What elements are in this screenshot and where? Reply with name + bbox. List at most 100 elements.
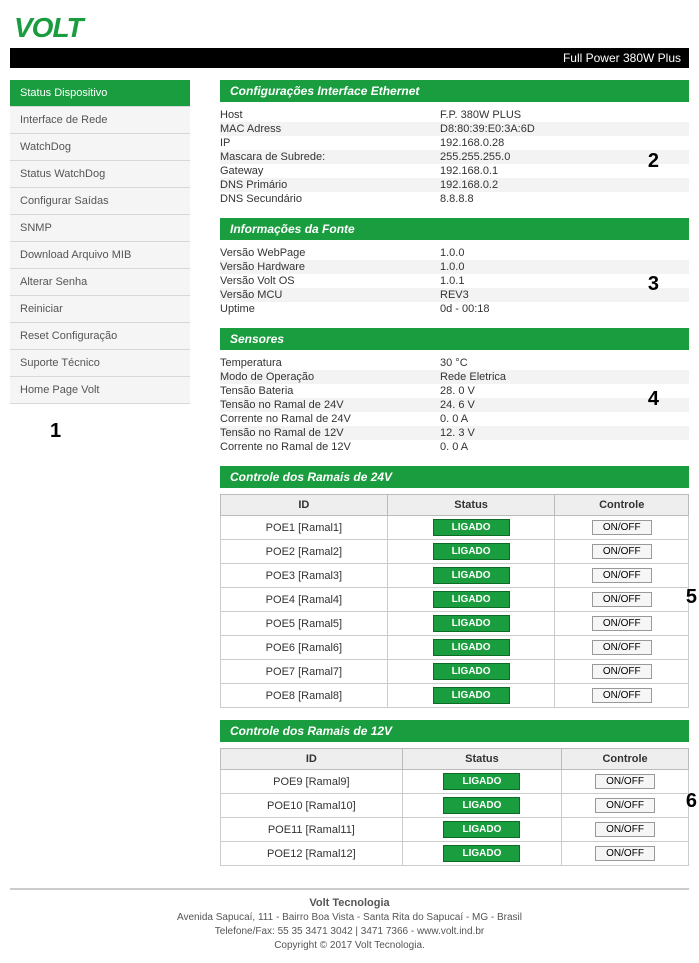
sidebar-item-11[interactable]: Home Page Volt xyxy=(10,377,190,404)
onoff-button[interactable]: ON/OFF xyxy=(592,664,652,679)
table-row: POE6 [Ramal6]LIGADOON/OFF xyxy=(221,636,689,660)
kv-value: Rede Eletrica xyxy=(440,371,689,383)
status-badge: LIGADO xyxy=(443,797,520,814)
status-badge: LIGADO xyxy=(433,663,510,680)
kv-row: MAC AdressD8:80:39:E0:3A:6D xyxy=(220,122,689,136)
sidebar-item-1[interactable]: Interface de Rede xyxy=(10,107,190,134)
col-header: ID xyxy=(221,749,403,770)
status-badge: LIGADO xyxy=(443,821,520,838)
ramal-control-cell: ON/OFF xyxy=(562,818,689,842)
kv-value: 192.168.0.28 xyxy=(440,137,689,149)
sidebar: 1 Status DispositivoInterface de RedeWat… xyxy=(10,80,190,878)
status-badge: LIGADO xyxy=(433,591,510,608)
annotation-4: 4 xyxy=(648,388,659,411)
onoff-button[interactable]: ON/OFF xyxy=(595,822,655,837)
table-row: POE2 [Ramal2]LIGADOON/OFF xyxy=(221,540,689,564)
ramais24-table: IDStatusControlePOE1 [Ramal1]LIGADOON/OF… xyxy=(220,494,689,708)
section-title-sensores: Sensores xyxy=(220,328,689,350)
annotation-2: 2 xyxy=(648,150,659,173)
annotation-1: 1 xyxy=(50,420,61,443)
kv-row: Tensão no Ramal de 12V12. 3 V xyxy=(220,426,689,440)
sidebar-item-7[interactable]: Alterar Senha xyxy=(10,269,190,296)
sidebar-item-4[interactable]: Configurar Saídas xyxy=(10,188,190,215)
kv-row: Corrente no Ramal de 12V0. 0 A xyxy=(220,440,689,454)
onoff-button[interactable]: ON/OFF xyxy=(592,640,652,655)
kv-key: Versão WebPage xyxy=(220,247,440,259)
kv-row: Versão Volt OS1.0.1 xyxy=(220,274,689,288)
sidebar-item-8[interactable]: Reiniciar xyxy=(10,296,190,323)
ramal-control-cell: ON/OFF xyxy=(555,612,689,636)
ramal-status-cell: LIGADO xyxy=(402,794,561,818)
ramal-id: POE7 [Ramal7] xyxy=(221,660,388,684)
ramal-status-cell: LIGADO xyxy=(387,516,555,540)
kv-row: Versão MCUREV3 xyxy=(220,288,689,302)
status-badge: LIGADO xyxy=(433,615,510,632)
table-row: POE5 [Ramal5]LIGADOON/OFF xyxy=(221,612,689,636)
ramal-control-cell: ON/OFF xyxy=(555,540,689,564)
kv-key: Versão Volt OS xyxy=(220,275,440,287)
onoff-button[interactable]: ON/OFF xyxy=(592,616,652,631)
kv-key: MAC Adress xyxy=(220,123,440,135)
kv-key: IP xyxy=(220,137,440,149)
ramal-id: POE3 [Ramal3] xyxy=(221,564,388,588)
onoff-button[interactable]: ON/OFF xyxy=(595,774,655,789)
ramal-status-cell: LIGADO xyxy=(387,684,555,708)
kv-row: Corrente no Ramal de 24V0. 0 A xyxy=(220,412,689,426)
onoff-button[interactable]: ON/OFF xyxy=(595,846,655,861)
status-badge: LIGADO xyxy=(443,845,520,862)
annotation-6: 6 xyxy=(686,790,697,813)
table-row: POE8 [Ramal8]LIGADOON/OFF xyxy=(221,684,689,708)
sidebar-item-2[interactable]: WatchDog xyxy=(10,134,190,161)
kv-key: Mascara de Subrede: xyxy=(220,151,440,163)
kv-key: Tensão no Ramal de 24V xyxy=(220,399,440,411)
onoff-button[interactable]: ON/OFF xyxy=(595,798,655,813)
content: Configurações Interface Ethernet HostF.P… xyxy=(220,80,689,878)
table-row: POE10 [Ramal10]LIGADOON/OFF xyxy=(221,794,689,818)
col-header: Controle xyxy=(555,495,689,516)
status-badge: LIGADO xyxy=(433,567,510,584)
ramal-status-cell: LIGADO xyxy=(387,564,555,588)
onoff-button[interactable]: ON/OFF xyxy=(592,568,652,583)
sidebar-item-9[interactable]: Reset Configuração xyxy=(10,323,190,350)
kv-value: 0. 0 A xyxy=(440,413,689,425)
sidebar-item-6[interactable]: Download Arquivo MIB xyxy=(10,242,190,269)
product-title-bar: Full Power 380W Plus xyxy=(10,48,689,68)
kv-key: Versão Hardware xyxy=(220,261,440,273)
ramal-control-cell: ON/OFF xyxy=(562,770,689,794)
onoff-button[interactable]: ON/OFF xyxy=(592,688,652,703)
ramal-control-cell: ON/OFF xyxy=(555,516,689,540)
sidebar-item-0[interactable]: Status Dispositivo xyxy=(10,80,190,107)
kv-row: IP192.168.0.28 xyxy=(220,136,689,150)
footer-phone: Telefone/Fax: 55 35 3471 3042 | 3471 736… xyxy=(10,925,689,939)
onoff-button[interactable]: ON/OFF xyxy=(592,520,652,535)
ramais12-table: IDStatusControlePOE9 [Ramal9]LIGADOON/OF… xyxy=(220,748,689,866)
onoff-button[interactable]: ON/OFF xyxy=(592,544,652,559)
kv-key: Host xyxy=(220,109,440,121)
sidebar-item-3[interactable]: Status WatchDog xyxy=(10,161,190,188)
annotation-5: 5 xyxy=(686,586,697,609)
table-row: POE7 [Ramal7] LIGADO ON/OFF xyxy=(221,660,689,684)
kv-row: Temperatura30 °C xyxy=(220,356,689,370)
sidebar-item-10[interactable]: Suporte Técnico xyxy=(10,350,190,377)
brand-logo: VOLT xyxy=(10,10,689,46)
table-row: POE3 [Ramal3] LIGADO ON/OFF xyxy=(221,564,689,588)
status-badge: LIGADO xyxy=(433,639,510,656)
kv-key: Tensão Bateria xyxy=(220,385,440,397)
ramal-id: POE1 [Ramal1] xyxy=(221,516,388,540)
kv-key: Corrente no Ramal de 24V xyxy=(220,413,440,425)
kv-key: DNS Secundário xyxy=(220,193,440,205)
ramal-control-cell: ON/OFF xyxy=(555,636,689,660)
kv-value: 1.0.0 xyxy=(440,247,689,259)
ramal-control-cell: ON/OFF xyxy=(555,588,689,612)
kv-key: Corrente no Ramal de 12V xyxy=(220,441,440,453)
kv-value: 8.8.8.8 xyxy=(440,193,689,205)
onoff-button[interactable]: ON/OFF xyxy=(592,592,652,607)
sidebar-item-5[interactable]: SNMP xyxy=(10,215,190,242)
kv-row: Gateway192.168.0.1 xyxy=(220,164,689,178)
ramal-id: POE2 [Ramal2] xyxy=(221,540,388,564)
kv-row: Versão Hardware1.0.0 xyxy=(220,260,689,274)
kv-row: Tensão no Ramal de 24V24. 6 V xyxy=(220,398,689,412)
table-row: POE9 [Ramal9]LIGADOON/OFF xyxy=(221,770,689,794)
kv-key: Modo de Operação xyxy=(220,371,440,383)
ramal-status-cell: LIGADO xyxy=(387,636,555,660)
